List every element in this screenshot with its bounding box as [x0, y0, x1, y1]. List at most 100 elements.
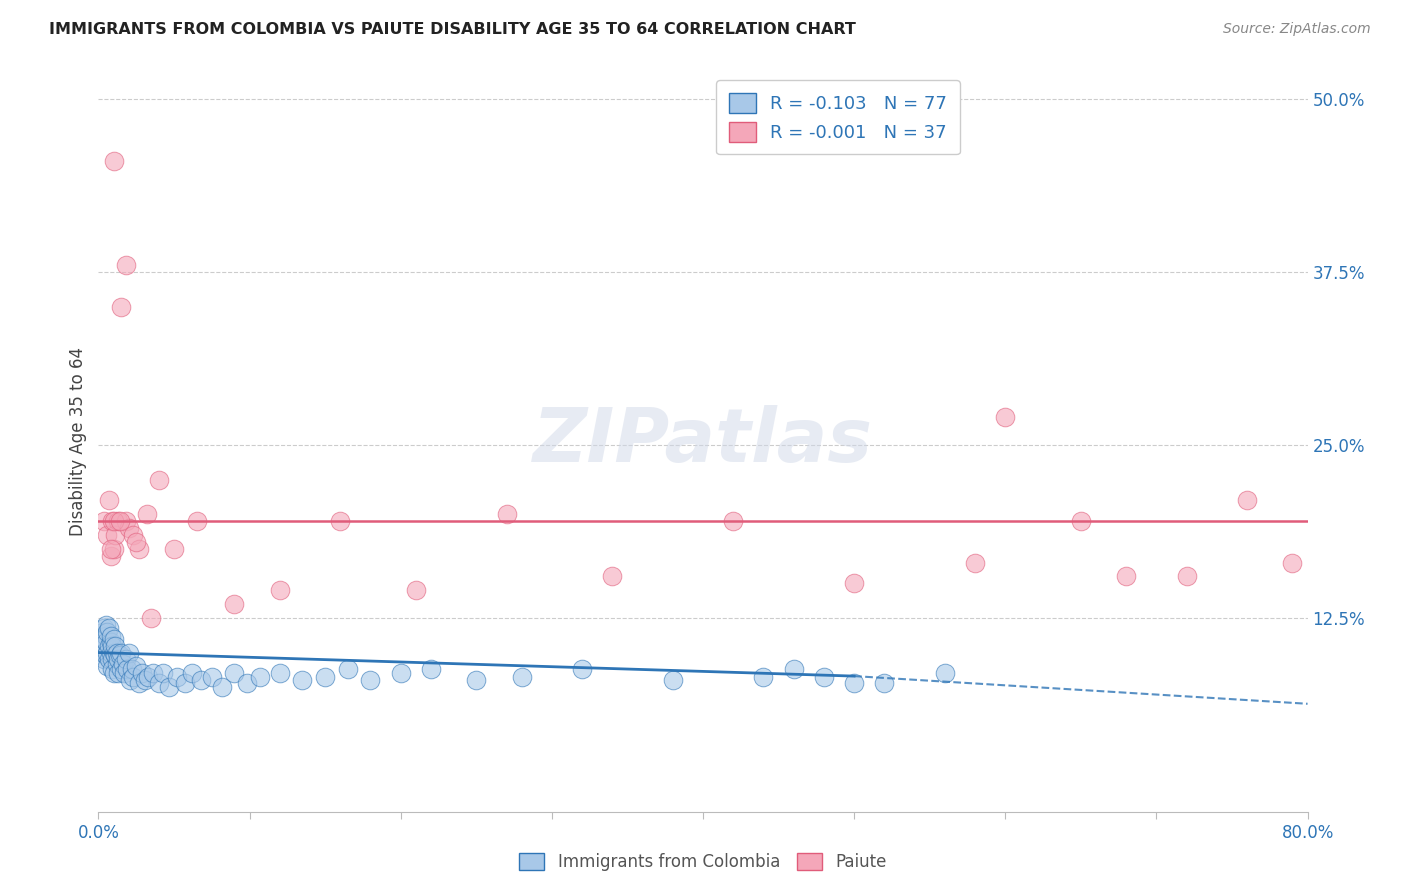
Point	[125, 534, 148, 549]
Point	[1115, 569, 1137, 583]
Point	[114, 258, 136, 272]
Point	[211, 680, 233, 694]
Point	[91, 646, 114, 660]
Point	[118, 646, 141, 660]
Point	[105, 657, 128, 671]
Point	[1070, 514, 1092, 528]
Point	[114, 652, 136, 666]
Point	[405, 583, 427, 598]
Point	[661, 673, 683, 688]
Point	[122, 671, 145, 685]
Point	[107, 514, 129, 528]
Point	[100, 549, 122, 563]
Point	[96, 528, 118, 542]
Point	[121, 662, 143, 676]
Point	[336, 662, 359, 676]
Point	[190, 673, 212, 688]
Point	[163, 541, 186, 556]
Point	[965, 556, 987, 570]
Point	[101, 639, 124, 653]
Point	[181, 666, 204, 681]
Legend: Immigrants from Colombia, Paiute: Immigrants from Colombia, Paiute	[512, 845, 894, 880]
Point	[420, 662, 443, 676]
Point	[98, 639, 121, 653]
Point	[94, 618, 117, 632]
Point	[108, 648, 131, 663]
Point	[131, 666, 153, 681]
Point	[112, 666, 135, 681]
Point	[602, 569, 624, 583]
Point	[752, 671, 775, 685]
Point	[813, 671, 835, 685]
Point	[93, 632, 115, 646]
Point	[96, 659, 118, 673]
Point	[103, 514, 125, 528]
Point	[1281, 556, 1303, 570]
Point	[107, 666, 129, 681]
Point	[201, 671, 224, 685]
Point	[159, 680, 181, 694]
Point	[93, 514, 115, 528]
Point	[104, 528, 127, 542]
Point	[107, 652, 129, 666]
Point	[723, 514, 745, 528]
Point	[115, 662, 138, 676]
Point	[314, 671, 336, 685]
Point	[269, 666, 291, 681]
Point	[495, 507, 517, 521]
Point	[186, 514, 208, 528]
Point	[235, 676, 257, 690]
Legend: R = -0.103   N = 77, R = -0.001   N = 37: R = -0.103 N = 77, R = -0.001 N = 37	[716, 80, 960, 154]
Point	[148, 676, 170, 690]
Point	[844, 676, 866, 690]
Point	[96, 624, 118, 639]
Point	[100, 541, 122, 556]
Point	[128, 541, 150, 556]
Point	[128, 676, 150, 690]
Point	[98, 621, 121, 635]
Point	[1236, 493, 1258, 508]
Point	[510, 671, 533, 685]
Point	[103, 666, 125, 681]
Point	[103, 541, 125, 556]
Point	[152, 666, 174, 681]
Point	[110, 300, 132, 314]
Point	[93, 621, 115, 635]
Point	[135, 507, 157, 521]
Point	[98, 652, 121, 666]
Point	[101, 652, 124, 666]
Point	[934, 666, 956, 681]
Point	[98, 493, 121, 508]
Point	[103, 154, 125, 169]
Point	[100, 629, 122, 643]
Point	[389, 666, 412, 681]
Point	[111, 657, 134, 671]
Point	[118, 521, 141, 535]
Point	[166, 671, 188, 685]
Point	[873, 676, 896, 690]
Point	[104, 648, 127, 663]
Point	[103, 646, 125, 660]
Point	[90, 639, 112, 653]
Point	[571, 662, 593, 676]
Point	[125, 659, 148, 673]
Point	[148, 473, 170, 487]
Point	[94, 629, 117, 643]
Point	[104, 639, 127, 653]
Text: IMMIGRANTS FROM COLOMBIA VS PAIUTE DISABILITY AGE 35 TO 64 CORRELATION CHART: IMMIGRANTS FROM COLOMBIA VS PAIUTE DISAB…	[49, 22, 856, 37]
Point	[101, 514, 124, 528]
Point	[994, 410, 1017, 425]
Point	[291, 673, 314, 688]
Point	[224, 666, 246, 681]
Point	[114, 514, 136, 528]
Point	[1175, 569, 1198, 583]
Point	[110, 662, 132, 676]
Point	[249, 671, 271, 685]
Point	[120, 673, 142, 688]
Point	[94, 634, 117, 648]
Point	[91, 624, 114, 639]
Point	[844, 576, 866, 591]
Point	[122, 528, 145, 542]
Y-axis label: Disability Age 35 to 64: Disability Age 35 to 64	[69, 347, 87, 536]
Point	[329, 514, 352, 528]
